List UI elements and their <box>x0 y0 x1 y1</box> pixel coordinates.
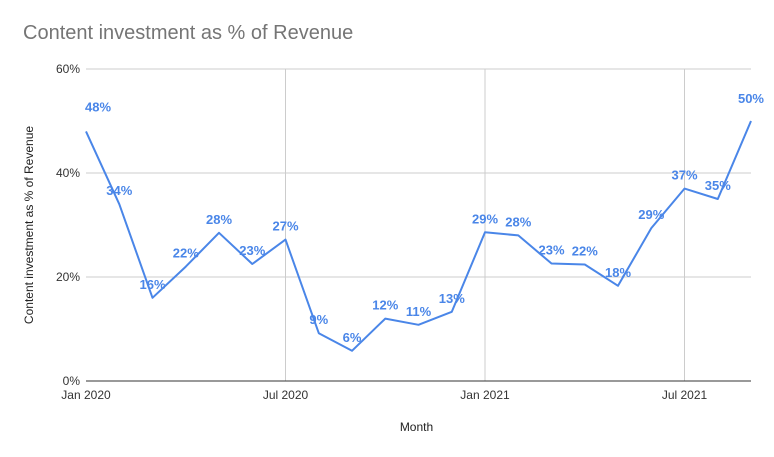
data-label: 29% <box>638 207 664 222</box>
x-tick-label: Jul 2020 <box>263 388 309 402</box>
series-line <box>85 120 752 352</box>
data-label: 22% <box>572 244 598 259</box>
y-axis-ticks: 0% 20% 40% 60% <box>56 62 80 388</box>
y-tick-label: 60% <box>56 62 80 76</box>
gridlines <box>86 68 751 382</box>
x-tick-label: Jan 2020 <box>61 388 111 402</box>
data-label: 13% <box>439 291 465 306</box>
data-label: 34% <box>106 183 132 198</box>
data-label: 37% <box>671 168 697 183</box>
data-label: 35% <box>705 178 731 193</box>
data-label: 18% <box>605 265 631 280</box>
data-label: 48% <box>85 99 111 114</box>
data-label: 27% <box>272 219 298 234</box>
data-labels: 48% 34% 16% 22% 28% 23% 27% 9% 6% 12% 11% 13% 29% 28%… <box>85 91 764 345</box>
data-label: 9% <box>309 312 328 327</box>
data-label: 11% <box>406 304 432 319</box>
x-tick-label: Jul 2021 <box>662 388 708 402</box>
data-label: 28% <box>505 214 531 229</box>
data-label: 23% <box>239 243 265 258</box>
chart-title: Content investment as % of Revenue <box>23 22 354 44</box>
x-axis-title: Month <box>400 420 433 434</box>
y-tick-label: 40% <box>56 166 80 180</box>
x-tick-label: Jan 2021 <box>460 388 510 402</box>
data-label: 16% <box>139 277 165 292</box>
data-label: 50% <box>738 91 764 106</box>
data-label: 12% <box>372 298 398 313</box>
y-tick-label: 20% <box>56 270 80 284</box>
data-label: 22% <box>173 246 199 261</box>
y-axis-title: Content investment as % of Revenue <box>22 126 36 324</box>
data-label: 28% <box>206 212 232 227</box>
data-label: 6% <box>343 330 362 345</box>
y-tick-label: 0% <box>63 374 81 388</box>
x-axis-ticks: Jan 2020 Jul 2020 Jan 2021 Jul 2021 <box>61 388 707 402</box>
data-label: 23% <box>538 242 564 257</box>
data-label: 29% <box>472 211 498 226</box>
